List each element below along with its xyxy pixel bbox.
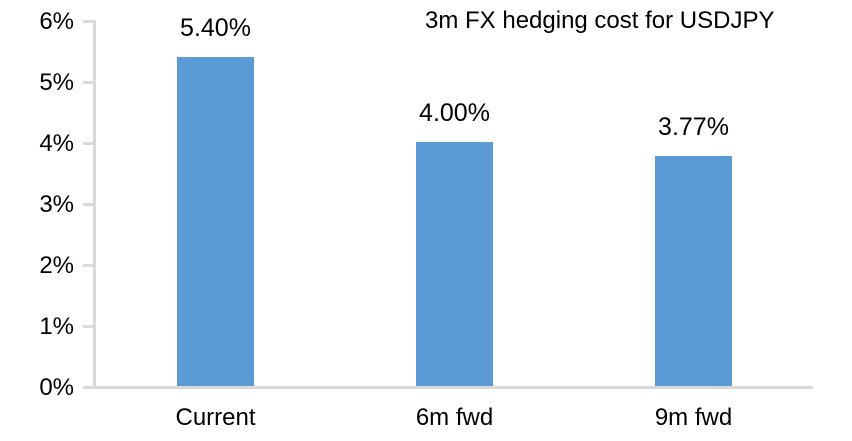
bar (177, 56, 254, 386)
y-tick-label: 1% (39, 312, 74, 340)
y-axis-tick (83, 264, 93, 267)
y-axis-line (93, 20, 96, 389)
category-label: 6m fwd (415, 404, 494, 431)
y-axis-tick (83, 81, 93, 84)
y-axis-tick (83, 203, 93, 206)
y-tick-label: 0% (39, 373, 74, 401)
bar-value-label: 5.40% (180, 13, 251, 42)
bar (655, 156, 732, 386)
bar (416, 142, 493, 386)
y-axis-tick (83, 325, 93, 328)
bar-value-label: 4.00% (419, 99, 490, 127)
y-axis-tick (83, 20, 93, 23)
y-tick-label: 4% (39, 129, 74, 157)
category-label: 9m fwd (654, 404, 733, 431)
x-axis-line (84, 386, 813, 389)
y-axis-tick (83, 386, 93, 389)
y-axis-tick (83, 142, 93, 145)
y-tick-label: 6% (39, 7, 74, 35)
y-tick-label: 2% (39, 251, 74, 279)
chart-title: 3m FX hedging cost for USDJPY (425, 7, 775, 34)
category-label: Current (175, 404, 256, 431)
y-tick-label: 3% (39, 190, 74, 218)
y-tick-label: 5% (39, 68, 74, 96)
bar-value-label: 3.77% (658, 113, 729, 142)
